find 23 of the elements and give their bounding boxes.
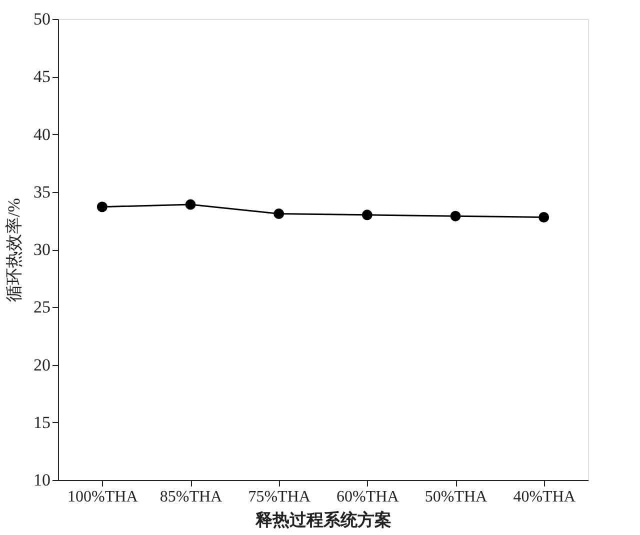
y-tick-label: 40: [34, 124, 50, 144]
point: [274, 208, 284, 220]
x-tick-label: 50%THA: [424, 488, 488, 506]
y-tick-label: 10: [34, 470, 50, 490]
x-tick-label: 85%THA: [160, 488, 223, 506]
y-tick-label: 30: [34, 240, 50, 259]
point: [362, 210, 372, 220]
y-tick-label: 15: [34, 412, 50, 432]
point: [538, 212, 550, 222]
point: [185, 199, 196, 210]
x-tick-label: 75%THA: [248, 488, 311, 506]
y-tick-label: 50: [34, 10, 50, 28]
y-tick-label: 25: [34, 298, 50, 317]
x-axis-title: 释热过程系统方案: [254, 510, 392, 530]
point: [450, 210, 461, 222]
y-tick-label: 20: [34, 355, 50, 374]
x-tick-label: 100%THA: [68, 488, 138, 506]
x-tick-label: 60%THA: [336, 488, 400, 506]
y-tick-label: 35: [34, 182, 50, 202]
x-tick-label: 40%THA: [513, 488, 576, 506]
y-axis-title: 循环热效率/%: [4, 198, 24, 302]
y-tick-label: 45: [34, 67, 50, 86]
point: [96, 202, 108, 212]
